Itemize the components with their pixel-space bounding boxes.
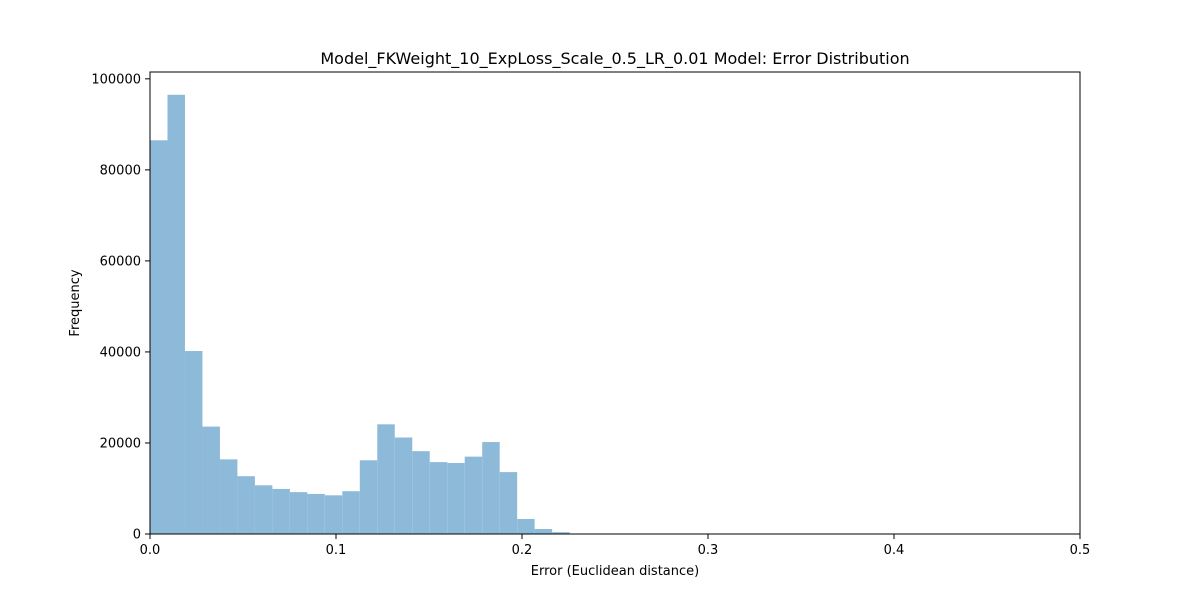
histogram-bar (184, 351, 203, 534)
y-axis-label: Frequency (68, 269, 83, 336)
histogram-bar (167, 94, 185, 535)
histogram-bar (412, 451, 430, 534)
histogram-bar (237, 476, 255, 534)
x-tick-label: 0.5 (1070, 543, 1091, 558)
y-tick-label: 60000 (100, 254, 141, 269)
histogram-bar (324, 495, 343, 534)
y-tick-label: 40000 (100, 345, 141, 360)
histogram-bar (219, 459, 238, 534)
histogram-bar (499, 472, 518, 534)
histogram-bar (464, 456, 483, 534)
histogram-bar (552, 532, 570, 534)
histogram-bar (517, 518, 535, 534)
x-axis-label: Error (Euclidean distance) (531, 564, 699, 579)
histogram-bars (150, 94, 623, 535)
y-tick-label: 100000 (91, 72, 141, 87)
histogram-bar (342, 491, 360, 534)
y-tick-label: 20000 (100, 436, 141, 451)
histogram-bar (254, 485, 273, 534)
histogram-bar (150, 140, 168, 534)
histogram-bar (377, 424, 395, 534)
histogram-bar (359, 460, 378, 534)
y-tick-label: 80000 (100, 163, 141, 178)
histogram-bar (289, 492, 308, 534)
chart-title: Model_FKWeight_10_ExpLoss_Scale_0.5_LR_0… (320, 49, 909, 69)
histogram-bar (482, 442, 500, 534)
x-tick-label: 0.3 (698, 543, 719, 558)
x-axis-ticks: 0.0 0.1 0.2 0.3 0.4 0.5 (140, 534, 1091, 558)
histogram-bar (429, 462, 448, 534)
histogram-bar (534, 528, 553, 534)
histogram-bar (202, 426, 220, 534)
x-tick-label: 0.4 (884, 543, 905, 558)
x-tick-label: 0.1 (326, 543, 347, 558)
x-tick-label: 0.0 (140, 543, 161, 558)
y-tick-label: 0 (133, 528, 141, 543)
plot-frame (149, 71, 1081, 535)
y-axis-ticks: 0 20000 40000 60000 80000 100000 (91, 72, 150, 543)
histogram-bar (272, 488, 290, 534)
histogram-bar (307, 493, 325, 534)
x-tick-label: 0.2 (512, 543, 533, 558)
histogram-bar (394, 437, 413, 534)
histogram-bar (447, 462, 465, 534)
